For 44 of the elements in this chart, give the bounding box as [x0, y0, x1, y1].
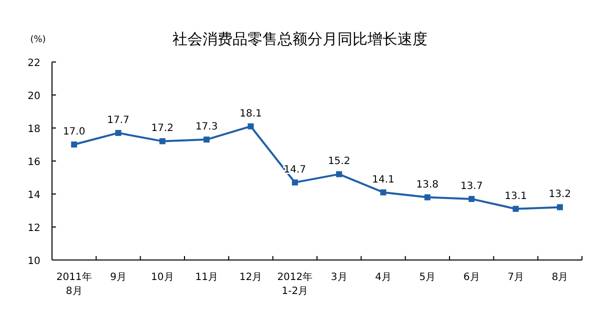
x-tick-label: 8月 [552, 272, 568, 283]
point [248, 123, 254, 130]
x-tick-label: 3月 [330, 272, 348, 283]
point [424, 194, 430, 200]
data-label: 17.7 [107, 114, 130, 126]
chart-title: 社会消费品零售总额分月同比增长速度 [172, 30, 428, 48]
point [204, 136, 210, 143]
y-tick-label: 18 [28, 124, 40, 135]
data-label: 13.8 [416, 179, 439, 190]
point [71, 142, 78, 148]
y-axis-title: (%) [30, 35, 46, 45]
y-tick-label: 10 [28, 256, 40, 267]
point [556, 204, 563, 210]
x-tick-label: 4月 [375, 272, 392, 283]
y-tick-label: 16 [28, 157, 40, 168]
data-label: 13.2 [548, 189, 572, 200]
data-label: 18.1 [240, 108, 262, 120]
y-tick-label: 22 [28, 58, 40, 69]
data-label: 14.1 [372, 174, 394, 186]
data-label: 17.0 [62, 126, 86, 138]
data-label: 13.1 [504, 190, 527, 202]
point [380, 189, 386, 196]
point [468, 196, 475, 202]
point [512, 206, 519, 212]
x-tick-label: 6月 [463, 272, 480, 283]
x-tick-label: 2011年 8月 [56, 271, 92, 297]
x-tick-label: 12月 [239, 272, 262, 283]
data-label: 13.7 [460, 180, 483, 192]
x-tick-label: 2012年 1-2月 [277, 271, 313, 297]
data-label: 17.2 [151, 123, 174, 134]
data-label: 17.3 [195, 122, 218, 133]
point [336, 171, 342, 178]
point [115, 130, 122, 136]
x-tick-label: 9月 [110, 272, 126, 283]
point [292, 179, 298, 186]
y-tick-label: 14 [28, 190, 40, 201]
y-tick-label: 12 [28, 223, 40, 234]
x-tick-label: 7月 [508, 272, 524, 283]
x-tick-label: 5月 [419, 272, 436, 283]
point [159, 138, 166, 144]
x-tick-label: 10月 [151, 272, 174, 283]
y-tick-label: 20 [28, 91, 40, 102]
data-label: 15.2 [328, 156, 350, 168]
x-tick-label: 11月 [195, 272, 218, 283]
